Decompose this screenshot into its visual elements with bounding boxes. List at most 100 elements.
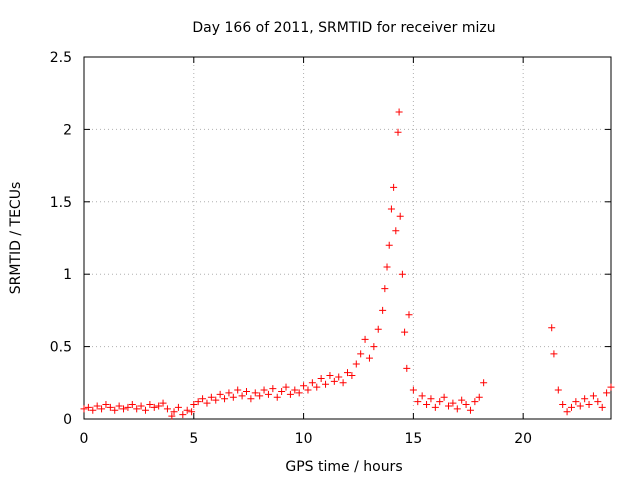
data-point (170, 408, 178, 416)
data-point (466, 406, 474, 414)
y-tick-label: 2 (63, 122, 72, 138)
data-point (563, 408, 571, 416)
y-tick-label: 0 (63, 412, 72, 428)
data-point (475, 393, 483, 401)
data-point (183, 406, 191, 414)
data-point (194, 398, 202, 406)
x-tick-label: 0 (80, 431, 89, 447)
data-point (260, 386, 268, 394)
data-point (256, 392, 264, 400)
y-tick-label: 2.5 (50, 50, 72, 66)
chart-title: Day 166 of 2011, SRMTID for receiver miz… (192, 20, 495, 36)
axis-ticks (83, 56, 611, 420)
data-point (548, 324, 556, 332)
data-point (308, 379, 316, 387)
data-point (414, 398, 422, 406)
data-point (559, 401, 567, 409)
data-point (357, 350, 365, 358)
data-point (370, 343, 378, 351)
y-tick-label: 1 (63, 267, 72, 283)
data-point (603, 389, 611, 397)
grid (84, 57, 611, 419)
data-point (396, 212, 404, 220)
data-point (423, 401, 431, 409)
data-point (141, 406, 149, 414)
data-point (387, 205, 395, 213)
data-point (212, 396, 220, 404)
data-point (124, 403, 132, 411)
data-point (550, 350, 558, 358)
data-point (150, 403, 158, 411)
data-point (392, 227, 400, 235)
data-point (115, 402, 123, 410)
data-point (427, 395, 435, 403)
data-point (326, 372, 334, 380)
data-point (480, 379, 488, 387)
data-point (395, 108, 403, 116)
data-point (199, 395, 207, 403)
data-point (179, 411, 187, 419)
data-point (572, 398, 580, 406)
x-axis-label: GPS time / hours (285, 459, 402, 475)
data-point (405, 311, 413, 319)
data-point (264, 390, 272, 398)
data-point (594, 398, 602, 406)
data-point (221, 395, 229, 403)
y-tick-label: 0.5 (50, 340, 72, 356)
data-point (120, 405, 128, 413)
x-tick-label: 5 (189, 431, 198, 447)
data-point (84, 403, 92, 411)
data-point (445, 402, 453, 410)
data-point (403, 364, 411, 372)
y-axis-label: SRMTID / TECUs (8, 182, 24, 295)
data-point (379, 306, 387, 314)
data-point (335, 373, 343, 381)
data-point (567, 403, 575, 411)
data-point (344, 369, 351, 377)
data-point (251, 389, 259, 397)
data-point (269, 385, 277, 393)
data-point (98, 405, 106, 413)
data-point (365, 354, 373, 362)
data-point (390, 183, 398, 191)
data-point (383, 263, 391, 271)
data-points (80, 108, 615, 420)
data-point (398, 270, 406, 278)
data-point (286, 390, 294, 398)
data-point (431, 403, 439, 411)
data-point (317, 374, 325, 382)
data-point (462, 401, 470, 409)
data-point (106, 403, 114, 411)
data-point (225, 389, 233, 397)
plot-frame (83, 56, 612, 420)
data-point (589, 392, 597, 400)
data-point (207, 393, 215, 401)
data-point (401, 328, 409, 336)
data-point (242, 387, 250, 395)
data-point (471, 398, 479, 406)
data-point (449, 399, 457, 407)
data-point (174, 403, 182, 411)
data-point (300, 382, 308, 390)
data-point (339, 379, 347, 387)
data-point (576, 402, 584, 410)
data-point (133, 405, 141, 413)
data-point (453, 405, 461, 413)
data-point (146, 401, 154, 409)
data-point (190, 401, 198, 409)
data-point (102, 401, 110, 409)
data-point (598, 403, 606, 411)
data-point (155, 402, 163, 410)
data-point (295, 389, 303, 397)
y-tick-label: 1.5 (50, 195, 72, 211)
data-point (381, 285, 389, 293)
data-point (554, 386, 562, 394)
data-point (330, 377, 338, 385)
data-point (581, 395, 589, 403)
data-point (304, 386, 312, 394)
data-point (282, 383, 290, 391)
data-point (458, 396, 466, 404)
data-point (247, 395, 255, 403)
data-point (238, 392, 246, 400)
data-point (93, 402, 101, 410)
